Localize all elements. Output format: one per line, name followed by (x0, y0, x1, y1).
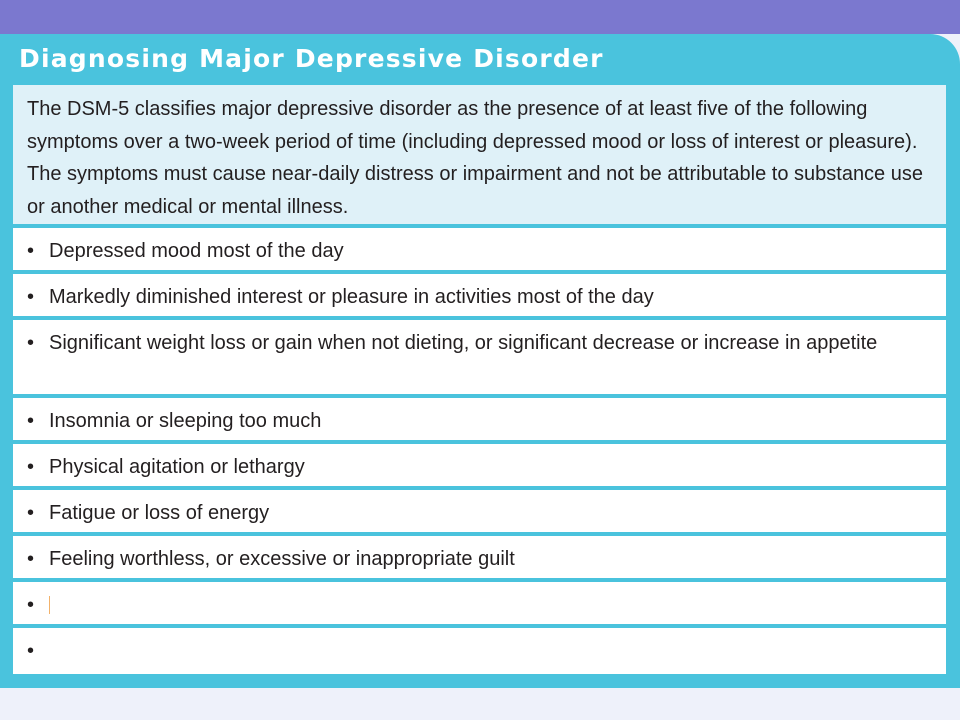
text-cursor (49, 595, 50, 614)
symptom-row: • Feeling worthless, or excessive or ina… (13, 536, 946, 578)
symptom-text: Insomnia or sleeping too much (49, 410, 322, 432)
symptom-row-empty[interactable]: • (13, 582, 946, 624)
symptom-text: Markedly diminished interest or pleasure… (49, 286, 654, 308)
bullet-icon: • (27, 594, 35, 616)
symptom-row: • Physical agitation or lethargy (13, 444, 946, 486)
symptom-row: • Depressed mood most of the day (13, 228, 946, 270)
symptom-text: Fatigue or loss of energy (49, 502, 270, 524)
intro-paragraph: The DSM-5 classifies major depressive di… (13, 85, 946, 224)
bullet-icon: • (27, 502, 35, 524)
symptom-row: • Fatigue or loss of energy (13, 490, 946, 532)
symptom-row: • Significant weight loss or gain when n… (13, 320, 946, 394)
symptom-list: • Depressed mood most of the day • Marke… (13, 228, 946, 674)
symptom-text: Physical agitation or lethargy (49, 456, 305, 478)
symptom-text: Depressed mood most of the day (49, 240, 344, 262)
content-panel: Diagnosing Major Depressive Disorder The… (0, 34, 960, 688)
bullet-icon: • (27, 286, 35, 308)
symptom-text: Significant weight loss or gain when not… (49, 332, 878, 354)
bullet-icon: • (27, 640, 35, 662)
symptom-row: • Insomnia or sleeping too much (13, 398, 946, 440)
bullet-icon: • (27, 410, 35, 432)
panel-title: Diagnosing Major Depressive Disorder (19, 44, 604, 73)
symptom-row: • Markedly diminished interest or pleasu… (13, 274, 946, 316)
bullet-icon: • (27, 332, 35, 354)
top-banner (0, 0, 960, 34)
bullet-icon: • (27, 548, 35, 570)
symptom-row-empty[interactable]: • (13, 628, 946, 674)
bullet-icon: • (27, 240, 35, 262)
bullet-icon: • (27, 456, 35, 478)
symptom-text: Feeling worthless, or excessive or inapp… (49, 548, 515, 570)
